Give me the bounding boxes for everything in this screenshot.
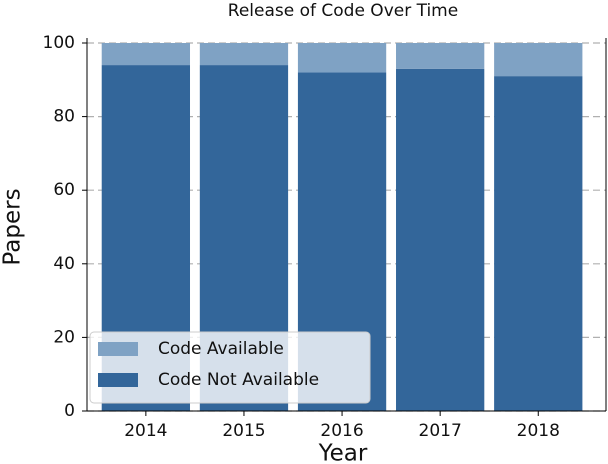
legend-swatch bbox=[98, 373, 138, 387]
x-tick-label: 2016 bbox=[320, 421, 363, 441]
bar-segment bbox=[297, 43, 387, 73]
x-tick-label: 2015 bbox=[222, 421, 265, 441]
x-tick-label: 2017 bbox=[419, 421, 462, 441]
legend-label: Code Available bbox=[158, 339, 284, 359]
x-tick-label: 2018 bbox=[517, 421, 560, 441]
bar-segment bbox=[101, 43, 191, 66]
y-tick-label: 40 bbox=[53, 254, 75, 274]
bar-segment bbox=[494, 76, 583, 412]
y-tick-label: 60 bbox=[53, 180, 75, 200]
y-tick-label: 20 bbox=[53, 327, 75, 347]
y-tick-label: 80 bbox=[53, 107, 75, 127]
y-axis-label: Papers bbox=[0, 188, 26, 265]
bar-segment bbox=[199, 43, 289, 66]
bar-segment bbox=[494, 43, 583, 77]
legend-swatch bbox=[98, 342, 138, 356]
legend: Code Available Code Not Available bbox=[89, 331, 371, 404]
legend-box bbox=[89, 331, 371, 404]
bar-segment bbox=[396, 68, 485, 411]
x-tick-label: 2014 bbox=[124, 421, 167, 441]
y-tick-label: 0 bbox=[64, 401, 75, 421]
y-tick-label: 100 bbox=[43, 33, 75, 53]
legend-label: Code Not Available bbox=[158, 370, 319, 390]
chart-title: Release of Code Over Time bbox=[228, 1, 458, 21]
bar-segment bbox=[396, 43, 485, 69]
x-axis-label: Year bbox=[318, 441, 368, 464]
